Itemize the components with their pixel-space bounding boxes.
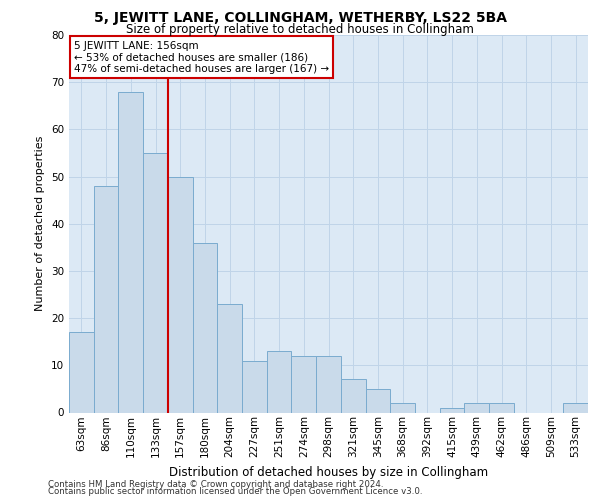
Bar xyxy=(341,380,365,412)
Bar xyxy=(94,186,118,412)
Bar xyxy=(489,403,514,412)
Bar xyxy=(242,360,267,412)
Bar xyxy=(267,351,292,412)
Bar xyxy=(464,403,489,412)
Bar xyxy=(118,92,143,412)
Bar xyxy=(217,304,242,412)
Bar xyxy=(292,356,316,412)
Bar xyxy=(69,332,94,412)
X-axis label: Distribution of detached houses by size in Collingham: Distribution of detached houses by size … xyxy=(169,466,488,478)
Bar xyxy=(316,356,341,412)
Y-axis label: Number of detached properties: Number of detached properties xyxy=(35,136,46,312)
Text: Size of property relative to detached houses in Collingham: Size of property relative to detached ho… xyxy=(126,22,474,36)
Bar xyxy=(440,408,464,412)
Text: Contains HM Land Registry data © Crown copyright and database right 2024.: Contains HM Land Registry data © Crown c… xyxy=(48,480,383,489)
Bar xyxy=(365,389,390,412)
Bar xyxy=(193,242,217,412)
Bar xyxy=(143,153,168,412)
Bar xyxy=(563,403,588,412)
Bar xyxy=(168,176,193,412)
Text: 5 JEWITT LANE: 156sqm
← 53% of detached houses are smaller (186)
47% of semi-det: 5 JEWITT LANE: 156sqm ← 53% of detached … xyxy=(74,40,329,74)
Text: Contains public sector information licensed under the Open Government Licence v3: Contains public sector information licen… xyxy=(48,487,422,496)
Text: 5, JEWITT LANE, COLLINGHAM, WETHERBY, LS22 5BA: 5, JEWITT LANE, COLLINGHAM, WETHERBY, LS… xyxy=(94,11,506,25)
Bar xyxy=(390,403,415,412)
